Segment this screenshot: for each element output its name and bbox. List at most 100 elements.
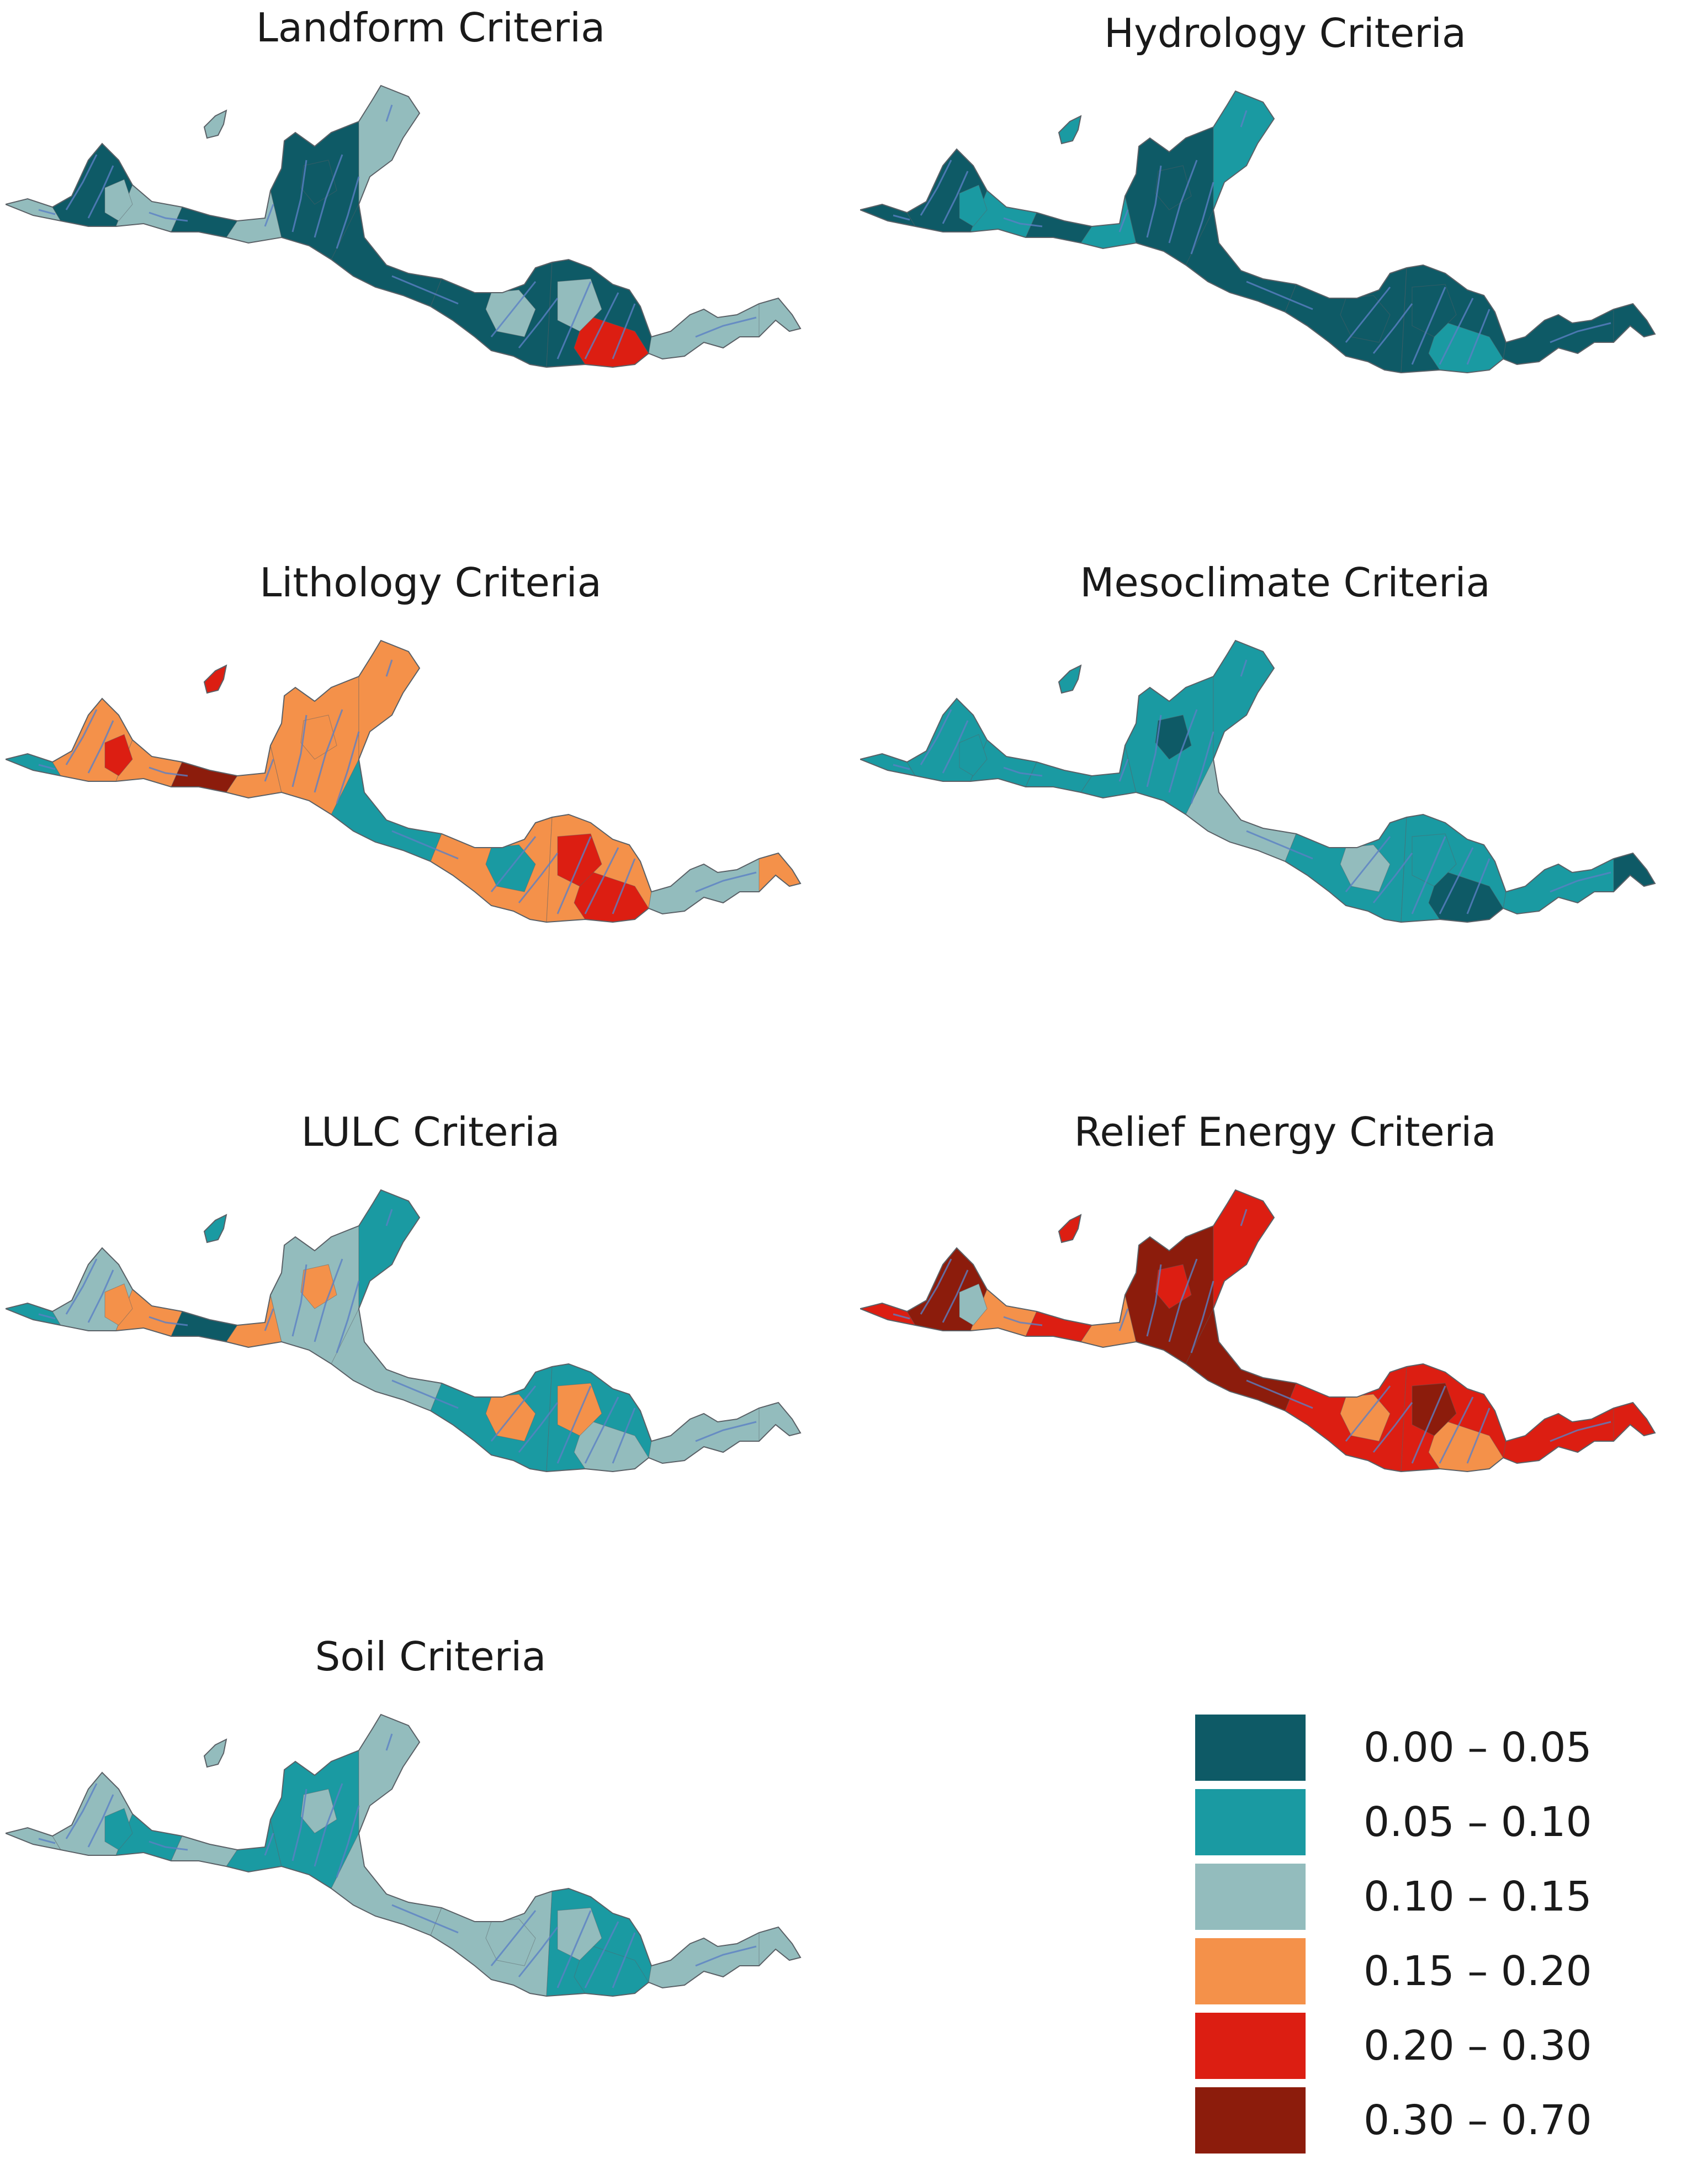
stream-line <box>314 154 343 238</box>
stream-line <box>314 1783 343 1867</box>
map-zone <box>104 1808 133 1850</box>
legend-item: 0.15 – 0.20 <box>1195 1938 1681 2010</box>
stream-line <box>1118 759 1129 782</box>
legend-item: 0.00 – 0.05 <box>1195 1715 1681 1786</box>
map-mesoclimate <box>860 639 1656 923</box>
stream-line <box>612 1408 636 1464</box>
stream-line <box>1168 709 1198 793</box>
stream-line <box>148 1316 188 1326</box>
stream-line <box>1190 731 1214 804</box>
map-zone <box>557 1383 602 1436</box>
stream-line <box>584 1396 619 1464</box>
stream-line <box>314 709 343 793</box>
stream-line <box>1372 1402 1413 1453</box>
stream-line <box>38 764 56 770</box>
map-outline <box>860 639 1656 923</box>
map-title-relief: Relief Energy Criteria <box>1074 1109 1497 1155</box>
legend-swatch <box>1195 1715 1306 1781</box>
stream-line <box>391 275 459 305</box>
map-outline <box>860 90 1656 374</box>
stream-line <box>1345 836 1391 892</box>
stream-line <box>584 1921 619 1988</box>
map-panel-relief: Relief Energy Criteria <box>860 1104 1708 1601</box>
map-title-hydrology: Hydrology Criteria <box>1104 10 1466 56</box>
map-zone <box>1412 284 1457 337</box>
stream-line <box>1003 766 1043 777</box>
map-zone <box>1213 1190 1275 1309</box>
stream-line <box>65 1783 98 1839</box>
stream-line <box>1345 287 1391 343</box>
stream-line <box>1146 715 1162 787</box>
stream-line <box>920 709 952 765</box>
map-zone <box>358 641 420 760</box>
stream-line <box>1439 1396 1474 1464</box>
legend-swatch <box>1195 1938 1306 2004</box>
stream-line <box>490 281 537 337</box>
stream-line <box>1118 1308 1129 1331</box>
stream-line <box>1411 287 1446 365</box>
stream-line <box>695 1421 757 1442</box>
stream-line <box>148 766 188 777</box>
map-panel-lulc: LULC Criteria <box>6 1104 856 1601</box>
stream-line <box>893 214 910 221</box>
map-island <box>203 1738 227 1768</box>
stream-line <box>148 211 188 222</box>
stream-line <box>584 292 619 359</box>
stream-line <box>385 104 393 122</box>
stream-line <box>612 858 636 914</box>
map-zone <box>358 1715 420 1834</box>
stream-line <box>391 1379 459 1409</box>
map-zone <box>358 86 420 205</box>
stream-line <box>65 154 98 210</box>
stream-line <box>893 764 910 770</box>
stream-line <box>1003 1316 1043 1326</box>
stream-line <box>1550 322 1611 343</box>
map-panel-soil: Soil Criteria <box>6 1629 856 2126</box>
stream-line <box>87 720 114 774</box>
stream-line <box>1190 182 1214 255</box>
stream-line <box>391 830 459 860</box>
map-island <box>203 664 227 694</box>
stream-line <box>1439 847 1474 914</box>
map-lithology <box>6 639 802 923</box>
stream-line <box>264 204 274 227</box>
stream-line <box>1246 830 1313 860</box>
stream-line <box>1372 303 1413 354</box>
stream-line <box>385 1209 393 1226</box>
map-zone <box>959 734 988 776</box>
stream-line <box>291 160 307 232</box>
stream-line <box>87 1269 114 1323</box>
map-title-mesoclimate: Mesoclimate Criteria <box>1080 559 1490 606</box>
map-title-lulc: LULC Criteria <box>301 1109 560 1155</box>
stream-line <box>38 1313 56 1320</box>
map-island <box>203 109 227 139</box>
stream-line <box>87 165 114 219</box>
stream-line <box>1466 309 1490 365</box>
legend-swatch <box>1195 1864 1306 1930</box>
stream-line <box>490 1910 537 1966</box>
stream-line <box>336 731 360 804</box>
stream-line <box>1246 281 1313 310</box>
map-hydrology <box>860 90 1656 374</box>
stream-line <box>942 1269 969 1323</box>
legend-label: 0.00 – 0.05 <box>1364 1724 1592 1771</box>
legend-swatch <box>1195 2087 1306 2154</box>
map-landform <box>6 84 802 368</box>
stream-line <box>1466 1408 1490 1464</box>
stream-line <box>612 1932 636 1988</box>
stream-line <box>518 853 559 903</box>
legend-item: 0.10 – 0.15 <box>1195 1864 1681 1935</box>
legend: 0.00 – 0.05 0.05 – 0.10 0.10 – 0.15 0.15… <box>1195 1715 1681 2156</box>
stream-line <box>1372 853 1413 903</box>
stream-line <box>942 720 969 774</box>
stream-line <box>291 1264 307 1337</box>
stream-line <box>264 1833 274 1856</box>
legend-label: 0.20 – 0.30 <box>1364 2022 1592 2070</box>
stream-line <box>1190 1281 1214 1353</box>
map-zone <box>959 184 988 227</box>
stream-line <box>556 1385 592 1464</box>
map-outline <box>6 639 802 923</box>
map-zone <box>104 1283 133 1326</box>
stream-line <box>65 1258 98 1315</box>
map-island <box>1058 1214 1082 1244</box>
